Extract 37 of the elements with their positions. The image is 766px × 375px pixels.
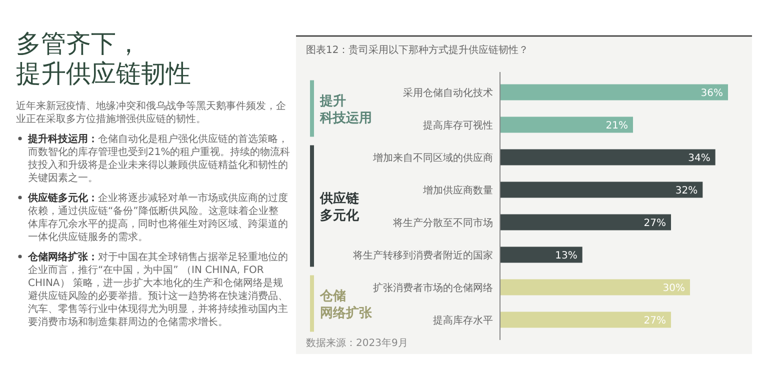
text: 科技运用 — [319, 110, 372, 126]
y-tick-label: 将生产转移到消费者附近的国家 — [352, 249, 493, 262]
source-note: 数据来源：2023年9月 — [306, 337, 408, 349]
text: 网络扩张 — [320, 305, 373, 321]
data-label: 27% — [644, 315, 666, 326]
y-tick-label: 增加来自不同区域的供应商 — [372, 152, 493, 164]
text: 多管齐下，提升供应链韧性 — [16, 29, 191, 88]
y-tick-label: 采用仓储自动化技术 — [403, 86, 493, 99]
bar — [500, 279, 690, 296]
bar — [500, 116, 633, 133]
text: 图表12：贵司采用以下那种方式提升供应链韧性？ — [306, 44, 529, 56]
bar — [500, 182, 703, 198]
text: 提升 — [319, 93, 346, 109]
data-label: 32% — [675, 185, 698, 196]
text: 供应链 — [319, 190, 360, 206]
text: 仓储 — [319, 289, 346, 304]
data-label: 30% — [662, 282, 685, 294]
bar — [500, 246, 582, 263]
bar — [500, 312, 671, 328]
data-label: 21% — [606, 120, 628, 132]
bar — [500, 149, 716, 166]
y-tick-label: 增加供应商数量 — [422, 184, 493, 196]
bar — [500, 84, 728, 100]
y-tick-label: 提高库存水平 — [433, 314, 493, 326]
data-label: 36% — [700, 88, 723, 99]
data-label: 27% — [644, 218, 666, 229]
text: 仓储网络扩张：对于中国在其全球销售占据举足轻重地位的企业而言，推行“在中国，为中国” （IN CHINA, FOR CHINA） 策略，进一步扩大本地化的生产和仓储网络是规避供应链风险的必要举措。预计这一趋势将在快速消费品、汽车、零售等行业中体现得尤为明显，并将持续推动国内主要消费市场和制造集群周边的仓储需求增长。 — [27, 251, 288, 328]
text: 供应链多元化：企业将逐步减轻对单一市场或供应商的过度依赖，通过供应链“备份”降低断供风险。这意味着企业整体库存冗余水平的提高，同时也将催生对跨区域、跨渠道的一体化供应链服务的需求。 — [27, 192, 288, 243]
text: 提升科技运用：仓储自动化是租户强化供应链的首选策略，而数智化的库存管理也受到21%的租户重视。持续的物流科技投入和升级将是企业未来得以兼顾供应链精益化和韧性的关键因素之一。 — [27, 133, 290, 184]
y-tick-label: 将生产分散至不同市场 — [392, 216, 493, 229]
text: 近年来新冠疫情、地缘冲突和俄乌战争等黑天鹅事件频发，企业正在采取多方位措施增强供应链的韧性。 — [16, 100, 286, 125]
y-tick-label: 扩张消费者市场的仓储网络 — [373, 282, 493, 294]
data-label: 13% — [555, 250, 578, 262]
bar — [500, 214, 671, 230]
y-tick-label: 提高库存可视性 — [423, 119, 493, 132]
text: 多元化 — [320, 208, 360, 224]
data-label: 34% — [688, 152, 710, 164]
